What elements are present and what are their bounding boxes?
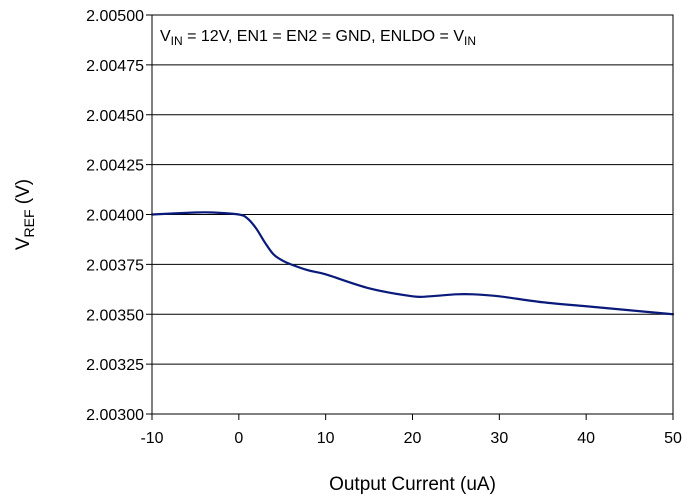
y-axis-title-unit: (V) <box>13 179 34 210</box>
annotation-subscript: IN <box>464 34 476 48</box>
x-tick-label: -10 <box>140 430 163 447</box>
y-tick-label: 2.00400 <box>86 208 144 225</box>
y-tick-label: 2.00350 <box>86 307 144 324</box>
series-line <box>150 211 675 316</box>
y-tick-label: 2.00450 <box>86 108 144 125</box>
x-axis-title: Output Current (uA) <box>329 474 496 495</box>
x-tick-label: 10 <box>317 430 335 447</box>
y-axis-ticks: 2.00300 2.00325 2.00350 2.00375 2.00400 2.004… <box>86 8 152 424</box>
annotation-text: V <box>160 28 171 45</box>
x-tick-label: 50 <box>664 430 682 447</box>
y-tick-label: 2.00375 <box>86 257 144 274</box>
y-axis-title: VREF (V) <box>13 179 37 250</box>
plot-area-frame <box>151 14 674 415</box>
y-tick-label: 2.00475 <box>86 58 144 75</box>
condition-annotation: VIN = 12V, EN1 = EN2 = GND, ENLDO = VIN <box>160 28 476 48</box>
annotation-subscript: IN <box>171 34 183 48</box>
annotation-text: = 12V, EN1 = EN2 = GND, ENLDO = V <box>183 28 465 45</box>
y-tick-label: 2.00325 <box>86 357 144 374</box>
x-axis-ticks: -10 0 10 20 30 40 50 <box>140 414 682 447</box>
y-tick-label: 2.00500 <box>86 8 144 25</box>
x-tick-label: 0 <box>234 430 243 447</box>
x-tick-label: 40 <box>577 430 595 447</box>
y-tick-label: 2.00300 <box>86 407 144 424</box>
y-axis-title-subscript: REF <box>21 209 37 237</box>
x-tick-label: 30 <box>490 430 508 447</box>
series-layer <box>150 211 675 316</box>
x-tick-label: 20 <box>404 430 422 447</box>
y-axis-title-main: V <box>13 237 34 250</box>
y-tick-label: 2.00425 <box>86 158 144 175</box>
